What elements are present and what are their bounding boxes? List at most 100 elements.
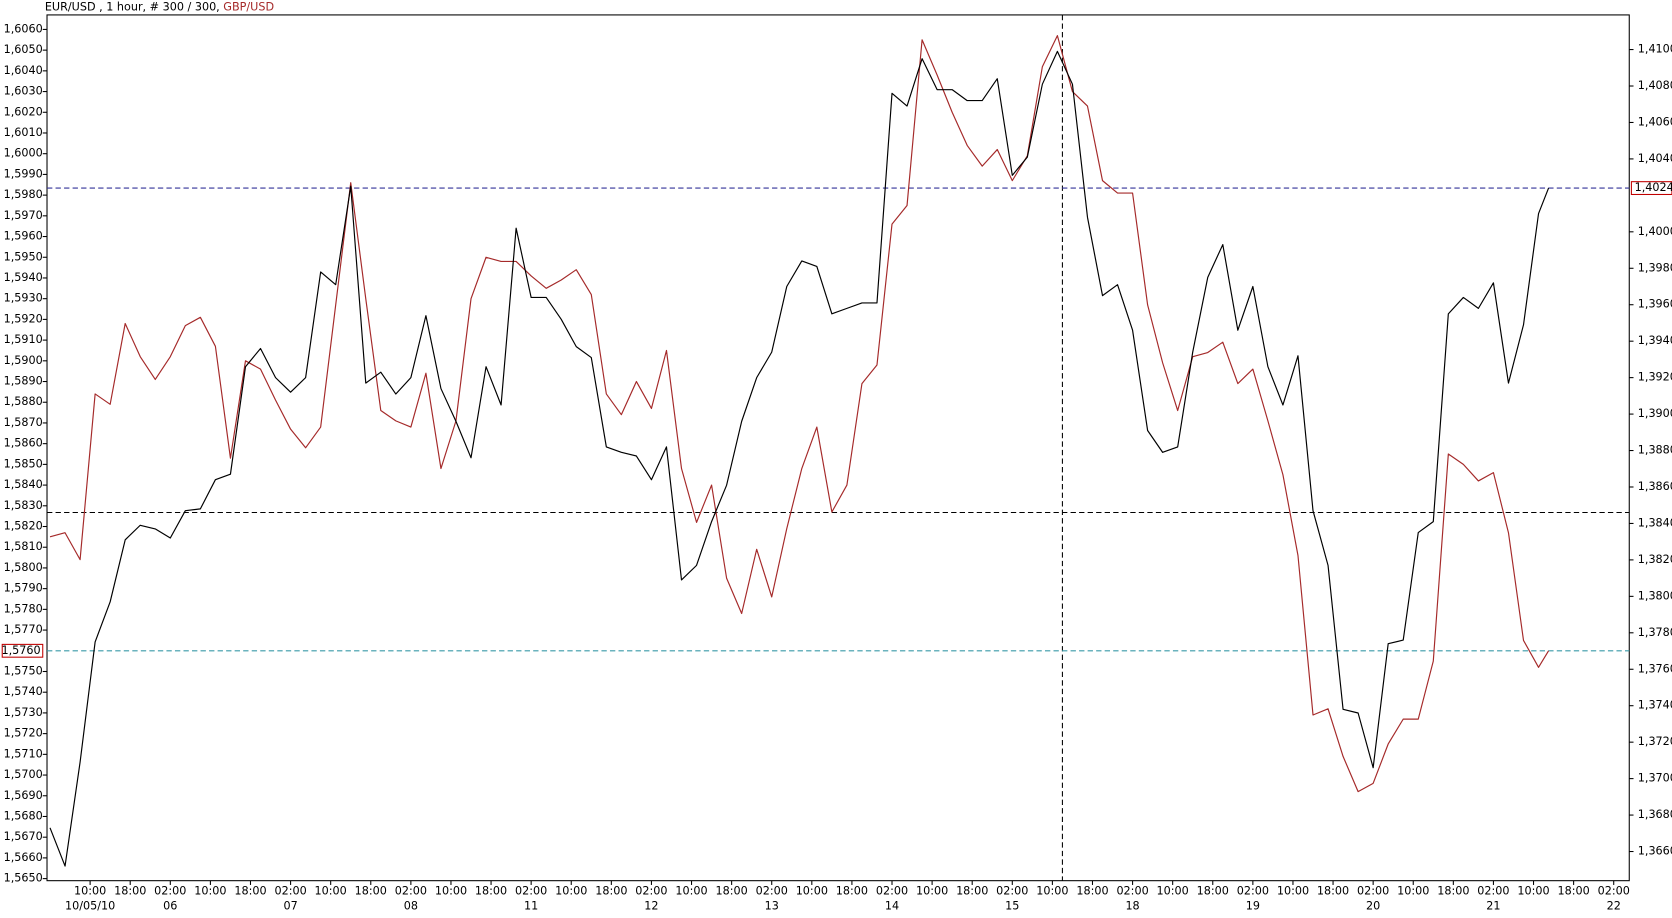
x-date-label: 20	[1366, 899, 1380, 912]
y2-tick-label: 1,3980	[1638, 261, 1672, 274]
y-tick-label: 1,5700	[4, 768, 43, 781]
y-tick-label: 1,5740	[4, 685, 43, 698]
y-tick-label: 1,5940	[4, 271, 43, 284]
y-tick-label: 1,5710	[4, 747, 43, 760]
x-tick-label: 10:00	[1277, 884, 1309, 897]
y-tick-label: 1,5840	[4, 478, 43, 491]
y-tick-label: 1,5720	[4, 727, 43, 740]
y-tick-label: 1,5680	[4, 809, 43, 822]
x-tick-label: 02:00	[154, 884, 186, 897]
x-tick-label: 18:00	[1076, 884, 1108, 897]
y-tick-label: 1,6000	[4, 147, 43, 160]
x-tick-label: 10:00	[1157, 884, 1189, 897]
y2-tick-label: 1,3820	[1638, 553, 1672, 566]
y-tick-label: 1,5850	[4, 457, 43, 470]
x-date-label: 10/05/10	[65, 899, 115, 912]
x-tick-label: 02:00	[515, 884, 547, 897]
y2-tick-label: 1,3920	[1638, 371, 1672, 384]
x-date-label: 06	[163, 899, 177, 912]
y-tick-label: 1,6040	[4, 64, 43, 77]
x-tick-label: 02:00	[1598, 884, 1630, 897]
x-tick-label: 18:00	[1197, 884, 1229, 897]
x-tick-label: 18:00	[1317, 884, 1349, 897]
y-tick-label: 1,5910	[4, 333, 43, 346]
x-tick-label: 02:00	[1477, 884, 1509, 897]
y-tick-label: 1,5830	[4, 499, 43, 512]
y-tick-label: 1,5900	[4, 354, 43, 367]
y-tick-label: 1,5870	[4, 416, 43, 429]
y-tick-label: 1,5950	[4, 250, 43, 263]
y-tick-label: 1,5810	[4, 540, 43, 553]
y2-tick-label: 1,4040	[1638, 152, 1672, 165]
y2-tick-label: 1,3900	[1638, 407, 1672, 420]
y-tick-label: 1,5890	[4, 375, 43, 388]
y2-tick-label: 1,3700	[1638, 772, 1672, 785]
y-tick-label: 1,5860	[4, 437, 43, 450]
y-tick-label: 1,5960	[4, 230, 43, 243]
y-tick-label: 1,6010	[4, 126, 43, 139]
reference-label-box	[1, 643, 44, 658]
y-tick-label: 1,5690	[4, 789, 43, 802]
y2-tick-label: 1,3760	[1638, 662, 1672, 675]
y-tick-label: 1,6050	[4, 43, 43, 56]
title-series-a: EUR/USD	[45, 0, 96, 13]
x-tick-label: 18:00	[716, 884, 748, 897]
y-tick-label: 1,6030	[4, 85, 43, 98]
x-tick-label: 10:00	[315, 884, 347, 897]
x-tick-label: 02:00	[635, 884, 667, 897]
y-tick-label: 1,5800	[4, 561, 43, 574]
series-line	[49, 50, 1550, 867]
x-tick-label: 02:00	[274, 884, 306, 897]
x-tick-label: 18:00	[836, 884, 868, 897]
x-date-label: 07	[283, 899, 297, 912]
y-tick-label: 1,5650	[4, 872, 43, 885]
x-tick-label: 18:00	[475, 884, 507, 897]
title-series-b: GBP/USD	[223, 0, 274, 13]
x-tick-label: 02:00	[1357, 884, 1389, 897]
y2-tick-label: 1,3660	[1638, 845, 1672, 858]
x-tick-label: 18:00	[1437, 884, 1469, 897]
y2-tick-label: 1,3880	[1638, 444, 1672, 457]
y-tick-label: 1,5820	[4, 520, 43, 533]
x-tick-label: 10:00	[74, 884, 106, 897]
x-date-label: 22	[1607, 899, 1621, 912]
plot-frame	[46, 14, 1630, 882]
x-tick-label: 18:00	[595, 884, 627, 897]
y2-tick-label: 1,4100	[1638, 43, 1672, 56]
y2-tick-label: 1,3960	[1638, 298, 1672, 311]
x-tick-label: 10:00	[435, 884, 467, 897]
x-tick-label: 10:00	[194, 884, 226, 897]
y-tick-label: 1,5970	[4, 209, 43, 222]
x-date-label: 21	[1486, 899, 1500, 912]
y2-tick-label: 1,3840	[1638, 516, 1672, 529]
x-tick-label: 10:00	[1397, 884, 1429, 897]
reference-label: 1,5760	[1, 644, 40, 657]
x-date-label: 13	[765, 899, 779, 912]
y-tick-label: 1,5670	[4, 830, 43, 843]
y-tick-label: 1,5770	[4, 623, 43, 636]
reference-label: 1,4024	[1635, 181, 1672, 194]
y-tick-label: 1,6060	[4, 22, 43, 35]
x-date-label: 19	[1246, 899, 1260, 912]
y2-tick-label: 1,3860	[1638, 480, 1672, 493]
y2-tick-label: 1,3940	[1638, 334, 1672, 347]
y2-tick-label: 1,3780	[1638, 626, 1672, 639]
x-tick-label: 02:00	[395, 884, 427, 897]
x-date-label: 15	[1005, 899, 1019, 912]
y-tick-label: 1,5660	[4, 851, 43, 864]
y-tick-label: 1,5730	[4, 706, 43, 719]
x-tick-label: 18:00	[114, 884, 146, 897]
y2-tick-label: 1,4080	[1638, 79, 1672, 92]
y2-tick-label: 1,4060	[1638, 115, 1672, 128]
x-tick-label: 02:00	[756, 884, 788, 897]
y2-tick-label: 1,3740	[1638, 699, 1672, 712]
x-tick-label: 10:00	[796, 884, 828, 897]
y-tick-label: 1,5880	[4, 395, 43, 408]
x-date-label: 11	[524, 899, 538, 912]
x-tick-label: 10:00	[555, 884, 587, 897]
y2-tick-label: 1,3800	[1638, 589, 1672, 602]
x-tick-label: 02:00	[1116, 884, 1148, 897]
x-tick-label: 10:00	[675, 884, 707, 897]
x-tick-label: 02:00	[996, 884, 1028, 897]
